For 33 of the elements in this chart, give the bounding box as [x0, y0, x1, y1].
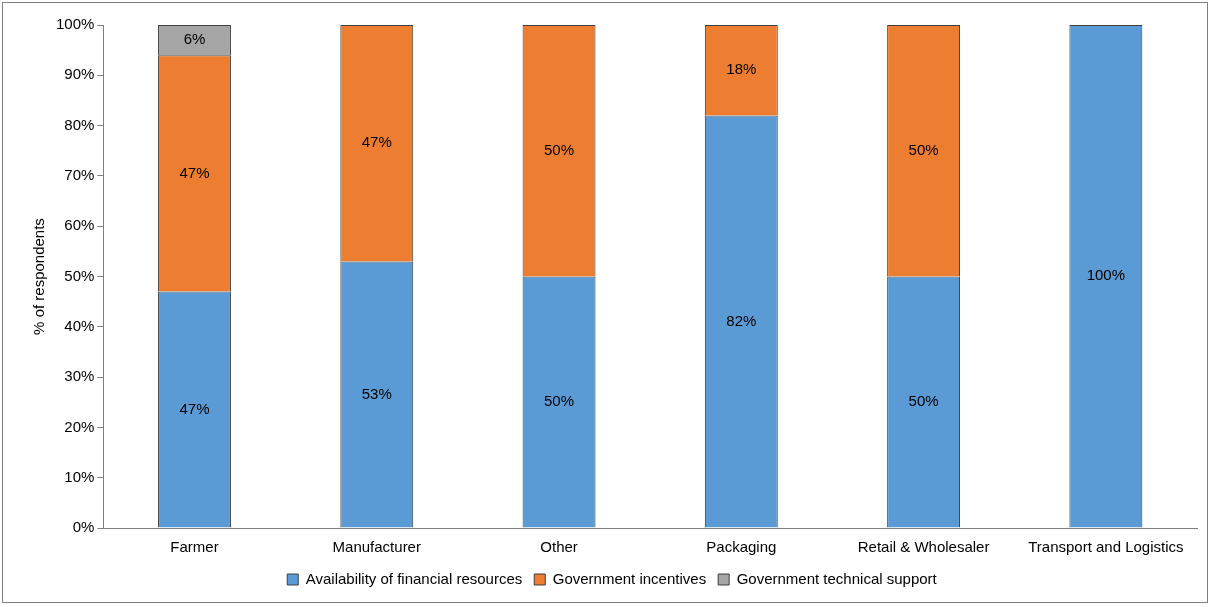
- data-label: 50%: [908, 392, 939, 410]
- y-tick-label: 40%: [64, 316, 95, 334]
- data-label: 100%: [1086, 266, 1126, 284]
- data-label: 47%: [179, 163, 210, 181]
- x-tick-label: Manufacturer: [332, 538, 421, 556]
- data-label: 47%: [361, 133, 392, 151]
- x-tick-label: Retail & Wholesaler: [857, 538, 990, 556]
- data-label: 50%: [544, 140, 575, 158]
- y-tick-label: 20%: [64, 417, 95, 435]
- legend-label: Government incentives: [552, 569, 707, 587]
- x-tick-label: Transport and Logistics: [1028, 538, 1184, 556]
- y-tick-label: 90%: [64, 65, 95, 83]
- y-tick-label: 60%: [64, 216, 95, 234]
- x-tick-label: Packaging: [706, 538, 777, 556]
- y-tick-label: 80%: [64, 115, 95, 133]
- data-label: 50%: [544, 392, 575, 410]
- y-tick-label: 0%: [72, 518, 95, 536]
- legend-label: Availability of financial resources: [305, 569, 523, 587]
- y-tick-label: 30%: [64, 367, 95, 385]
- y-tick-label: 50%: [64, 266, 95, 284]
- data-label: 47%: [179, 399, 210, 417]
- x-tick-label: Farmer: [170, 538, 219, 556]
- y-tick-label: 10%: [64, 467, 95, 485]
- x-tick-label: Other: [540, 538, 578, 556]
- data-label: 18%: [726, 60, 757, 78]
- y-tick-label: 70%: [64, 166, 95, 184]
- y-tick-label: 100%: [55, 15, 95, 33]
- legend-label: Government technical support: [736, 569, 938, 587]
- y-axis-title: % of respondents: [30, 218, 48, 335]
- data-label: 50%: [908, 140, 939, 158]
- data-label: 82%: [726, 311, 757, 329]
- data-label: 6%: [183, 30, 206, 48]
- data-label: 53%: [361, 384, 392, 402]
